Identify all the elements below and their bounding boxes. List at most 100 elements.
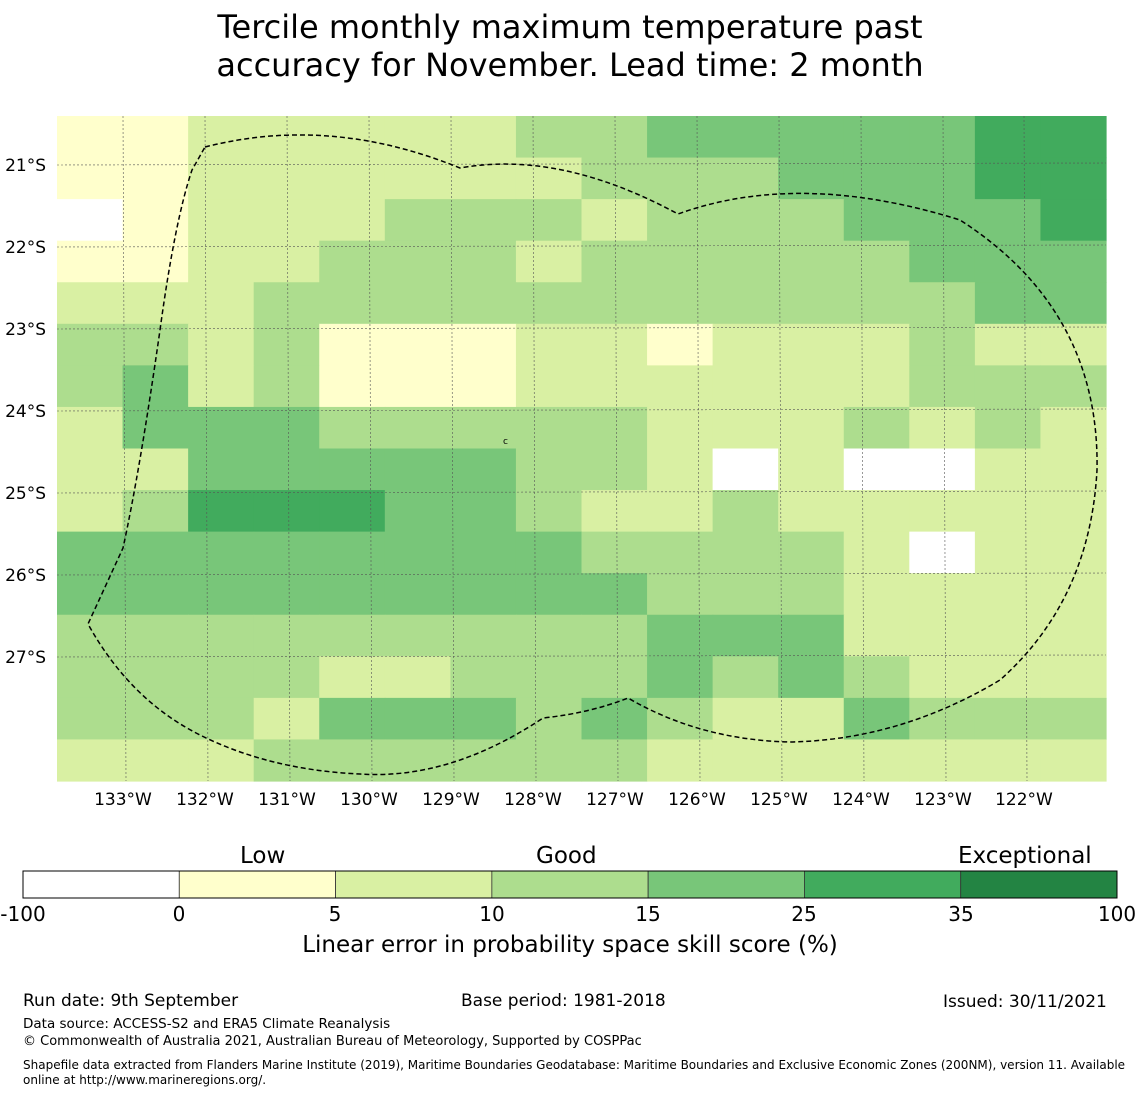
grid-cell — [253, 531, 320, 574]
grid-cell — [974, 697, 1042, 741]
grid-cell — [188, 614, 255, 657]
grid-cell — [122, 365, 189, 408]
grid-cell — [778, 739, 845, 782]
grid-cell — [450, 199, 517, 242]
grid-cell — [1040, 199, 1107, 242]
grid-cell — [778, 406, 845, 450]
grid-cell — [188, 116, 255, 159]
grid-cell — [712, 448, 779, 491]
parallel-line — [56, 326, 1107, 330]
colorbar-axis-label: Linear error in probability space skill … — [302, 932, 838, 958]
grid-cell — [778, 656, 845, 699]
grid-cell — [515, 157, 583, 200]
grid-cell — [974, 490, 1042, 533]
colorbar-tick-label: 15 — [635, 902, 661, 926]
latitude-label: 24°S — [5, 402, 46, 422]
grid-cell — [909, 448, 976, 491]
parallel-line — [56, 244, 1107, 248]
grid-cell — [384, 157, 451, 200]
grid-cell — [384, 490, 451, 533]
grid-cell — [909, 614, 976, 657]
grid-cell — [1040, 573, 1107, 616]
grid-cell — [57, 531, 124, 574]
grid-cell — [1040, 490, 1107, 533]
grid-cell — [515, 614, 583, 657]
colorbar-word-low: Low — [240, 843, 286, 869]
grid-cell — [253, 323, 320, 366]
grid-cell — [384, 365, 451, 408]
grid-cell — [909, 240, 976, 283]
run-date: Run date: 9th September — [23, 991, 239, 1011]
parallel-line — [56, 654, 1107, 658]
grid-cell — [450, 697, 517, 741]
grid-cell — [319, 573, 386, 616]
colorbar-segment — [335, 870, 493, 899]
grid-cell — [515, 323, 583, 366]
grid-cell — [581, 323, 648, 366]
grid-cell — [712, 199, 779, 242]
grid-cell — [778, 157, 845, 200]
grid-cell — [188, 157, 255, 200]
grid-cell — [909, 406, 976, 450]
grid-cell — [712, 614, 779, 657]
grid-cell — [647, 157, 714, 200]
latitude-label: 25°S — [5, 484, 46, 504]
grid-cell — [515, 199, 583, 242]
grid-cell — [712, 240, 779, 283]
grid-cell — [188, 573, 255, 616]
grid-cell — [647, 573, 714, 616]
meridian-line — [614, 115, 619, 782]
colorbar-tick-label: 35 — [948, 902, 974, 926]
grid-cell — [515, 573, 583, 616]
grid-cell — [253, 490, 320, 533]
grid-cell — [450, 573, 517, 616]
grid-cell — [122, 739, 189, 782]
grid-cell — [188, 240, 255, 283]
grid-cell — [384, 406, 451, 450]
grid-cell — [515, 739, 583, 782]
grid-cell — [188, 697, 255, 741]
grid-cell — [647, 282, 714, 325]
grid-cell — [319, 614, 386, 657]
map-title: Tercile monthly maximum temperature past… — [0, 8, 1140, 84]
longitude-label: 123°W — [914, 790, 972, 810]
grid-cell — [188, 739, 255, 782]
grid-cell — [188, 656, 255, 699]
grid-cell — [778, 240, 845, 283]
longitude-label: 131°W — [258, 790, 316, 810]
grid-cell — [122, 157, 189, 200]
parallel-line — [56, 162, 1107, 166]
graticule — [56, 115, 1107, 782]
grid-cell — [515, 490, 583, 533]
grid-cell — [647, 614, 714, 657]
longitude-label: 130°W — [340, 790, 398, 810]
meridian-line — [860, 115, 865, 782]
grid-cell — [122, 697, 189, 741]
grid-cell — [974, 573, 1042, 616]
grid-cell — [319, 531, 386, 574]
grid-cell — [843, 573, 910, 616]
grid-cell — [647, 406, 714, 450]
grid-cell — [319, 199, 386, 242]
grid-cell — [909, 573, 976, 616]
grid-cell — [712, 323, 779, 366]
grid-cell — [122, 240, 189, 283]
grid-cell — [515, 656, 583, 699]
longitude-label: 132°W — [176, 790, 234, 810]
grid-cell — [778, 531, 845, 574]
grid-cell — [581, 697, 648, 741]
grid-cell — [319, 406, 386, 450]
colorbar-tick-label: 5 — [328, 902, 342, 926]
grid-cell — [581, 490, 648, 533]
grid-cell — [974, 739, 1042, 782]
base-period: Base period: 1981-2018 — [461, 991, 666, 1011]
grid-cell — [253, 697, 320, 741]
grid-cell — [974, 199, 1042, 242]
grid-cell — [1040, 116, 1107, 159]
grid-cell — [712, 116, 779, 159]
colorbar-tick-label: 0 — [172, 902, 186, 926]
grid-cell — [57, 157, 124, 200]
title-line-2: accuracy for November. Lead time: 2 mont… — [216, 46, 924, 84]
grid-cell — [450, 531, 517, 574]
grid-cell — [450, 448, 517, 491]
